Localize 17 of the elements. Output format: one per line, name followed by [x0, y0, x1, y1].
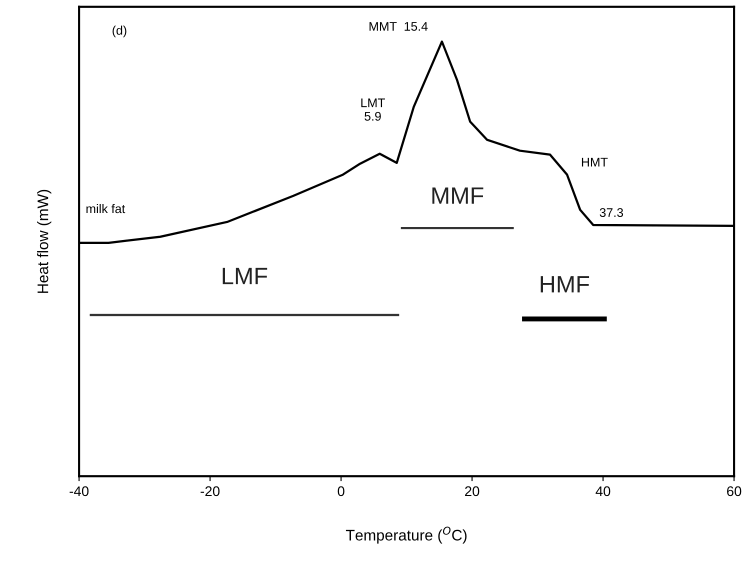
x-tick-label: -20	[200, 486, 220, 496]
x-tick-label: 20	[465, 486, 480, 496]
annotation: LMT 5.9	[361, 98, 385, 121]
annotation: HMT	[582, 158, 608, 166]
annotation: 37.3	[600, 208, 624, 217]
series-label: HMF	[540, 276, 590, 292]
text: (d)	[112, 26, 126, 38]
annotation: milk fat	[86, 204, 126, 214]
x-tick-label: 0	[338, 486, 344, 496]
series-label: MMF	[432, 188, 484, 204]
annotation: MMT 15.4	[370, 22, 428, 31]
x-tick-label: -40	[70, 486, 89, 496]
y-axis-title: Heat flow (mW)	[37, 190, 52, 293]
x-tick-label: 40	[596, 486, 610, 496]
x-tick-label: 60	[727, 486, 742, 496]
series-label: LMF	[222, 268, 268, 284]
x-axis-title: Temperature ($^{O}$C)	[346, 526, 467, 544]
